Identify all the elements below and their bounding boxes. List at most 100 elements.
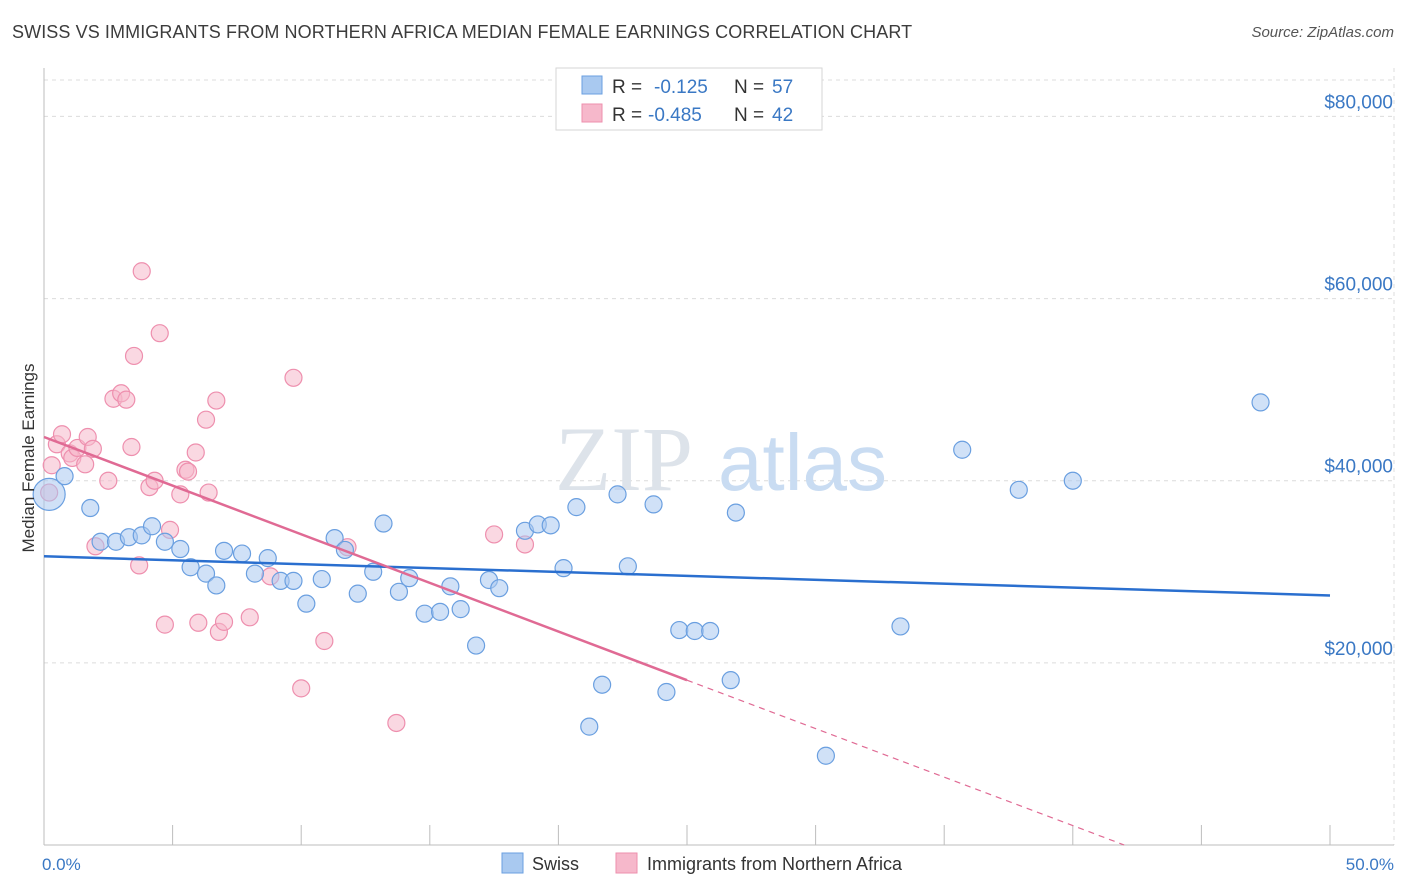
swiss-point — [721, 671, 740, 690]
swiss-point — [81, 498, 100, 518]
swiss-point — [214, 541, 234, 560]
immigrants-point — [240, 608, 259, 627]
legend-r-value: -0.125 — [654, 77, 708, 98]
swiss-point — [374, 514, 393, 533]
swiss-point — [181, 558, 200, 577]
legend-swatch-immigrants — [615, 852, 638, 874]
swiss-point — [466, 636, 486, 655]
swiss-point — [155, 532, 174, 551]
y-tick-label: $40,000 — [1324, 457, 1393, 478]
immigrants-point — [99, 471, 118, 490]
immigrants-point — [52, 425, 72, 444]
swiss-point — [245, 564, 265, 583]
legend-label-swiss: Swiss — [532, 854, 579, 874]
swiss-point — [953, 440, 972, 459]
immigrants-point — [292, 679, 311, 698]
y-axis-label: Median Female Earnings — [19, 364, 38, 553]
swiss-trend-line — [43, 555, 1331, 597]
series-swiss-points — [32, 393, 1270, 765]
immigrants-point — [122, 437, 141, 457]
swiss-point — [284, 571, 303, 590]
immigrants-point — [117, 390, 136, 409]
immigrants-point — [189, 613, 208, 632]
swiss-point — [1251, 393, 1270, 412]
swiss-point — [32, 477, 66, 511]
swiss-point — [207, 576, 226, 595]
swiss-point — [451, 600, 470, 619]
chart-title: SWISS VS IMMIGRANTS FROM NORTHERN AFRICA… — [12, 22, 913, 42]
y-tick-labels: $20,000 $40,000 $60,000 $80,000 — [1324, 92, 1393, 659]
swiss-point — [670, 620, 689, 640]
swiss-point — [567, 498, 586, 517]
immigrants-point — [387, 713, 406, 733]
immigrants-trend-line — [43, 435, 688, 682]
swiss-point — [55, 467, 74, 486]
swiss-point — [541, 516, 560, 535]
immigrants-point — [186, 443, 205, 462]
y-tick-label: $20,000 — [1324, 639, 1393, 660]
immigrants-point — [76, 455, 95, 474]
trend-lines — [43, 435, 1331, 846]
immigrants-trend-extension — [686, 679, 1125, 846]
immigrants-point — [155, 615, 174, 634]
immigrants-point — [214, 612, 234, 631]
immigrants-point — [315, 631, 334, 651]
swiss-point — [91, 532, 110, 551]
y-tick-label: $60,000 — [1324, 275, 1393, 296]
immigrants-point — [485, 525, 504, 544]
legend-label-immigrants: Immigrants from Northern Africa — [647, 854, 903, 874]
swiss-point — [593, 675, 612, 694]
swiss-point — [657, 682, 676, 702]
legend-n-label: N = — [734, 105, 764, 126]
immigrants-point — [150, 324, 169, 343]
swiss-point — [554, 559, 573, 578]
swiss-point — [312, 569, 331, 589]
legend-swatch-immigrants — [581, 103, 603, 123]
legend-n-value: 57 — [772, 77, 793, 98]
x-tick-label: 50.0% — [1346, 855, 1394, 874]
series-immigrants-points — [40, 262, 535, 733]
legend-swatch-swiss — [501, 852, 524, 874]
watermark-atlas: atlas — [718, 418, 887, 507]
correlation-legend: R = -0.125 N = 57 R = -0.485 N = 42 — [555, 67, 823, 131]
swiss-point — [232, 544, 252, 563]
chart-source: Source: ZipAtlas.com — [1251, 24, 1394, 41]
immigrants-point — [42, 456, 61, 475]
swiss-point — [726, 503, 745, 522]
legend-swatch-swiss — [581, 75, 603, 95]
y-tick-label: $80,000 — [1324, 92, 1393, 113]
swiss-point — [196, 564, 216, 583]
swiss-point — [1009, 480, 1028, 499]
swiss-point — [618, 557, 637, 576]
watermark: ZIP atlas — [555, 408, 887, 510]
x-tick-labels: 0.0% 50.0% — [42, 855, 1394, 874]
series-legend: Swiss Immigrants from Northern Africa — [501, 852, 903, 874]
swiss-point — [580, 717, 599, 736]
swiss-point — [701, 621, 720, 641]
immigrants-point — [130, 556, 149, 575]
immigrants-point — [284, 368, 303, 387]
legend-n-value: 42 — [772, 105, 793, 126]
swiss-point — [389, 582, 409, 601]
legend-r-value: -0.485 — [648, 105, 702, 126]
swiss-point — [644, 495, 663, 514]
immigrants-point — [132, 262, 151, 281]
swiss-point — [348, 584, 367, 603]
swiss-point — [430, 602, 450, 621]
swiss-point — [142, 517, 162, 536]
immigrants-point — [178, 462, 198, 481]
immigrants-point — [124, 346, 144, 366]
swiss-point — [816, 746, 835, 765]
swiss-point — [415, 604, 434, 623]
swiss-point — [171, 539, 190, 559]
swiss-point — [608, 485, 627, 504]
legend-r-label: R = — [612, 77, 642, 98]
axes — [43, 68, 1394, 846]
swiss-point — [1063, 471, 1082, 490]
immigrants-point — [196, 410, 216, 429]
legend-r-label: R = — [612, 105, 642, 126]
swiss-point — [685, 621, 704, 641]
swiss-point — [891, 617, 910, 636]
immigrants-point — [207, 391, 226, 410]
